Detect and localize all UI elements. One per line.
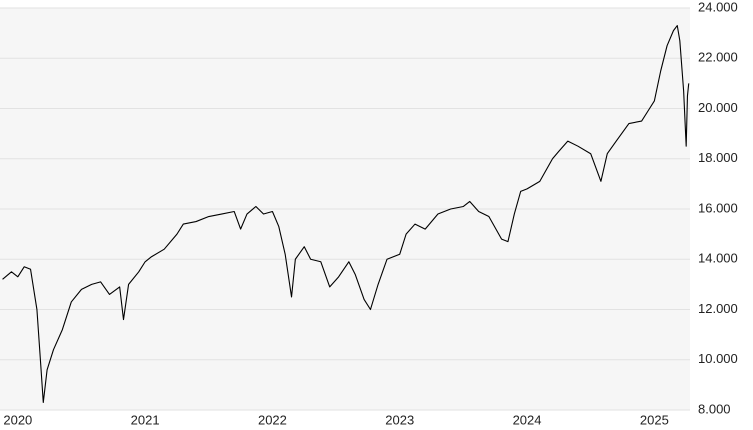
y-tick-label: 16.000 bbox=[698, 200, 738, 215]
y-tick-label: 12.000 bbox=[698, 301, 738, 316]
y-tick-label: 24.000 bbox=[698, 0, 738, 14]
y-tick-label: 18.000 bbox=[698, 150, 738, 165]
y-tick-label: 20.000 bbox=[698, 100, 738, 115]
x-tick-label: 2022 bbox=[258, 412, 287, 427]
x-tick-label: 2024 bbox=[513, 412, 542, 427]
y-tick-label: 22.000 bbox=[698, 50, 738, 65]
y-tick-label: 14.000 bbox=[698, 251, 738, 266]
y-tick-label: 10.000 bbox=[698, 351, 738, 366]
y-tick-label: 8.000 bbox=[698, 401, 731, 416]
price-line bbox=[2, 25, 690, 404]
x-tick-label: 2025 bbox=[640, 412, 669, 427]
x-tick-label: 2020 bbox=[3, 412, 32, 427]
x-tick-label: 2021 bbox=[131, 412, 160, 427]
x-tick-label: 2023 bbox=[385, 412, 414, 427]
